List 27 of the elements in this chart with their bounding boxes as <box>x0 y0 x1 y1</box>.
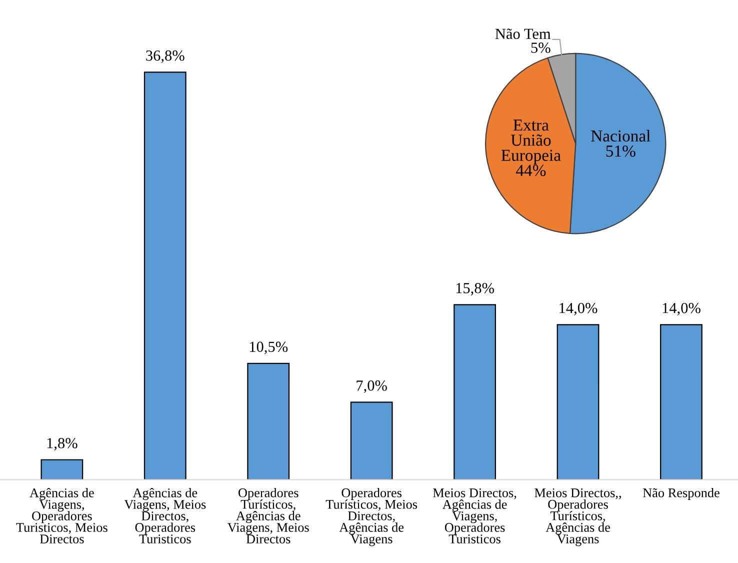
x-tick-label: Meios Directos,, Operadores Turísticos, Agências de Viagens <box>534 488 621 546</box>
bar <box>454 304 496 480</box>
data-label: 7,0% <box>356 380 387 393</box>
x-tick-label: Operadores Turísticos, Agências de Viagens, Meios Directos <box>227 488 309 544</box>
slice-label: Extra União Europeia <box>501 120 561 164</box>
x-tick-label: Meios Directos, Agências de Viagens, Operadores Turisticos <box>433 488 516 544</box>
bar <box>660 324 702 480</box>
bar <box>556 324 600 480</box>
data-label: 10,5% <box>250 342 288 354</box>
data-label: 14,0% <box>560 302 598 316</box>
bar <box>144 72 186 480</box>
slice-label: Nacional <box>591 130 650 142</box>
x-tick-label: Agências de Viagens, Operadores Turisticos, Meios Directos <box>16 488 108 544</box>
data-label: 36,8% <box>146 50 184 63</box>
bar <box>40 459 84 480</box>
data-label: 44% <box>516 164 546 176</box>
data-label: 5% <box>531 42 550 53</box>
data-label: 51% <box>606 145 636 157</box>
data-label: 14,0% <box>662 302 700 316</box>
bar <box>247 362 290 480</box>
data-label: 15,8% <box>456 282 494 296</box>
x-tick-label: Não Responde <box>642 488 720 500</box>
bar <box>350 402 393 480</box>
x-tick-label: Operadores Turísticos, Meios Directos, Agências de Viagens <box>326 488 418 546</box>
data-label: 1,8% <box>47 438 78 451</box>
slice-label: Não Tem <box>495 28 551 40</box>
x-tick-label: Agências de Viagens, Meios Directos, Operadores Turisticos <box>124 488 206 544</box>
